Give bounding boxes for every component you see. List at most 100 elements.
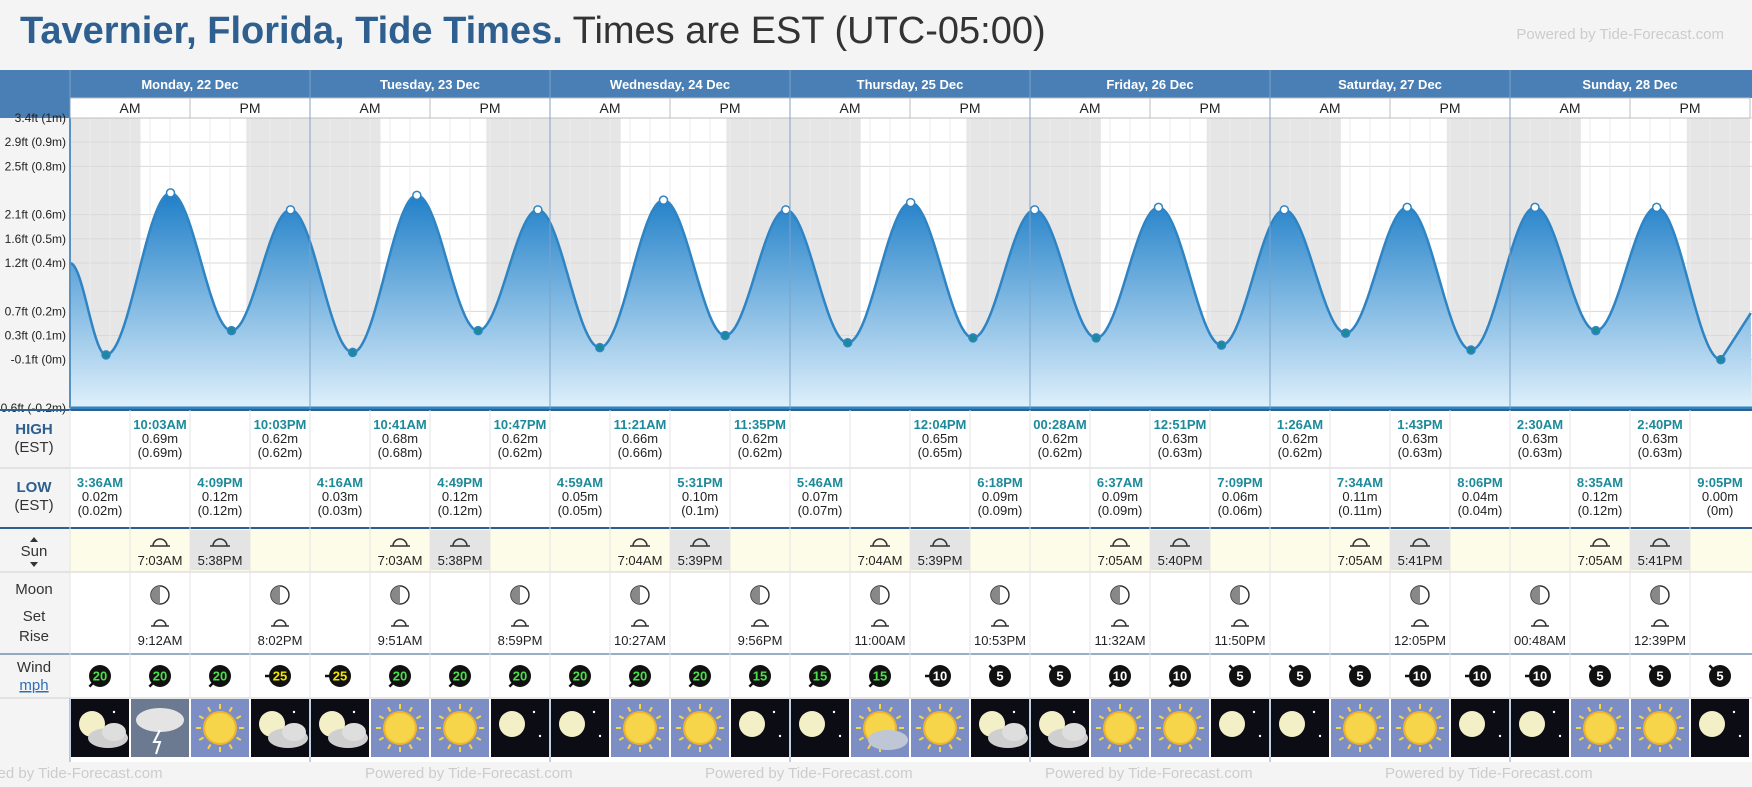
wind-arrow-icon xyxy=(88,665,111,688)
sun-shape xyxy=(1343,711,1377,745)
low-tide-metric: (0.05m) xyxy=(558,503,603,518)
high-tide-time: 2:30AM xyxy=(1517,417,1563,432)
sun-arc xyxy=(212,538,228,547)
moon-phase-icon xyxy=(270,585,290,605)
high-tide-metric: (0.65m) xyxy=(918,445,963,460)
sun-ray xyxy=(867,743,872,750)
low-tide-time: 6:18PM xyxy=(977,475,1023,490)
sunrise-time: 7:03AM xyxy=(138,553,183,568)
low-tide-point xyxy=(1216,340,1227,350)
low-tide-time: 4:16AM xyxy=(317,475,363,490)
wind-unit-link[interactable]: mph xyxy=(19,677,48,694)
wind-disc xyxy=(689,665,711,687)
moon-shape xyxy=(499,711,525,737)
sun-ray xyxy=(468,743,473,750)
wind-disc xyxy=(1709,665,1731,687)
sun-ray xyxy=(678,715,685,720)
moon-time: 8:59PM xyxy=(498,633,543,648)
sun-ray xyxy=(1638,715,1645,720)
sun-shape xyxy=(1163,711,1197,745)
low-tide-value: 0.11m xyxy=(1342,489,1377,504)
sunrise-time: 7:03AM xyxy=(378,553,423,568)
low-tide-value: 0.03m xyxy=(322,489,358,504)
wind-speed: 20 xyxy=(693,669,707,684)
wind-speed: 10 xyxy=(1473,669,1487,684)
moon-label: Moon xyxy=(15,581,53,598)
footer-text: Powered by Tide-Forecast.com xyxy=(0,765,163,782)
high-tide-metric: (0.63m) xyxy=(1398,445,1443,460)
high-tide-time: 11:21AM xyxy=(614,417,667,432)
high-tide-metric: (0.63m) xyxy=(1518,445,1563,460)
high-tide-time: 00:28AM xyxy=(1033,417,1086,432)
wind-tail xyxy=(508,681,515,688)
wind-tail xyxy=(808,681,815,688)
y-tick-label: 2.9ft (0.9m) xyxy=(5,135,66,149)
high-tide-value: 0.63m xyxy=(1522,431,1558,446)
sun-ray xyxy=(1195,715,1202,720)
wind-speed: 5 xyxy=(1356,669,1363,684)
star xyxy=(538,734,542,738)
y-tick-label: -0.1ft (0m) xyxy=(11,353,66,367)
sun-ray xyxy=(378,715,385,720)
sun-ray xyxy=(207,706,212,713)
moon-time: 9:56PM xyxy=(738,633,783,648)
high-tide-point xyxy=(1651,202,1662,213)
sun-ray xyxy=(1647,706,1652,713)
cloud-shape xyxy=(868,730,908,750)
wind-disc xyxy=(929,665,951,687)
low-tide-value: 0.04m xyxy=(1462,489,1498,504)
cloud-shape xyxy=(282,723,306,741)
wind-tail xyxy=(988,664,995,671)
moonrise-icon xyxy=(1651,619,1669,627)
star xyxy=(1558,734,1562,738)
low-tide-value: 0.10m xyxy=(682,489,718,504)
sun-ray xyxy=(207,743,212,750)
high-tide-time: 12:04PM xyxy=(914,417,967,432)
moon-time: 11:50PM xyxy=(1214,633,1265,648)
wind-arrow-icon xyxy=(388,665,411,688)
sun-ray xyxy=(618,715,625,720)
moon-shade xyxy=(1411,586,1420,604)
wind-disc xyxy=(1589,665,1611,687)
sun-arc xyxy=(692,538,708,547)
wind-arrow-icon xyxy=(1348,664,1371,687)
sun-ray xyxy=(955,736,962,741)
moonrise-icon xyxy=(871,619,889,627)
moon-shade xyxy=(1231,586,1240,604)
sun-shape xyxy=(383,711,417,745)
star xyxy=(352,710,356,714)
sun-ray xyxy=(708,743,713,750)
low-tide-metric: (0.09m) xyxy=(978,503,1023,518)
sun-ray xyxy=(408,743,413,750)
high-tide-value: 0.63m xyxy=(1162,431,1198,446)
sun-ray xyxy=(1128,743,1133,750)
wind-tail xyxy=(1108,681,1115,688)
wind-tail xyxy=(1168,681,1175,688)
wind-speed: 10 xyxy=(1113,669,1127,684)
high-tide-metric: (0.62m) xyxy=(258,445,303,460)
sunset-time: 5:38PM xyxy=(438,553,483,568)
sun-ray xyxy=(687,743,692,750)
weather-night-cloudy-icon xyxy=(71,699,129,757)
sun-ray xyxy=(1668,706,1673,713)
wind-speed: 20 xyxy=(513,669,527,684)
sun-shape xyxy=(623,711,657,745)
high-tide-time: 10:03AM xyxy=(133,417,186,432)
y-tick-label: 2.5ft (0.8m) xyxy=(5,159,66,173)
high-tide-time: 1:43PM xyxy=(1397,417,1443,432)
sun-ray xyxy=(415,715,422,720)
wind-arrow-icon xyxy=(628,665,651,688)
sun-ray xyxy=(408,706,413,713)
wind-arrow-icon xyxy=(748,665,771,688)
place-name: Tavernier, Florida, Tide Times. xyxy=(20,10,563,52)
day-header: Wednesday, 24 Dec xyxy=(610,77,730,92)
powered-by-link[interactable]: Powered by Tide-Forecast.com xyxy=(1516,26,1724,43)
moon-shade xyxy=(1651,586,1660,604)
sun-shape xyxy=(923,711,957,745)
sunset-icon xyxy=(450,538,470,547)
sunset-cell xyxy=(1630,530,1690,570)
weather-sunny-icon xyxy=(371,699,429,757)
wind-tail xyxy=(388,681,395,688)
wind-speed: 5 xyxy=(1656,669,1663,684)
moon-rise-label: Rise xyxy=(19,628,49,645)
